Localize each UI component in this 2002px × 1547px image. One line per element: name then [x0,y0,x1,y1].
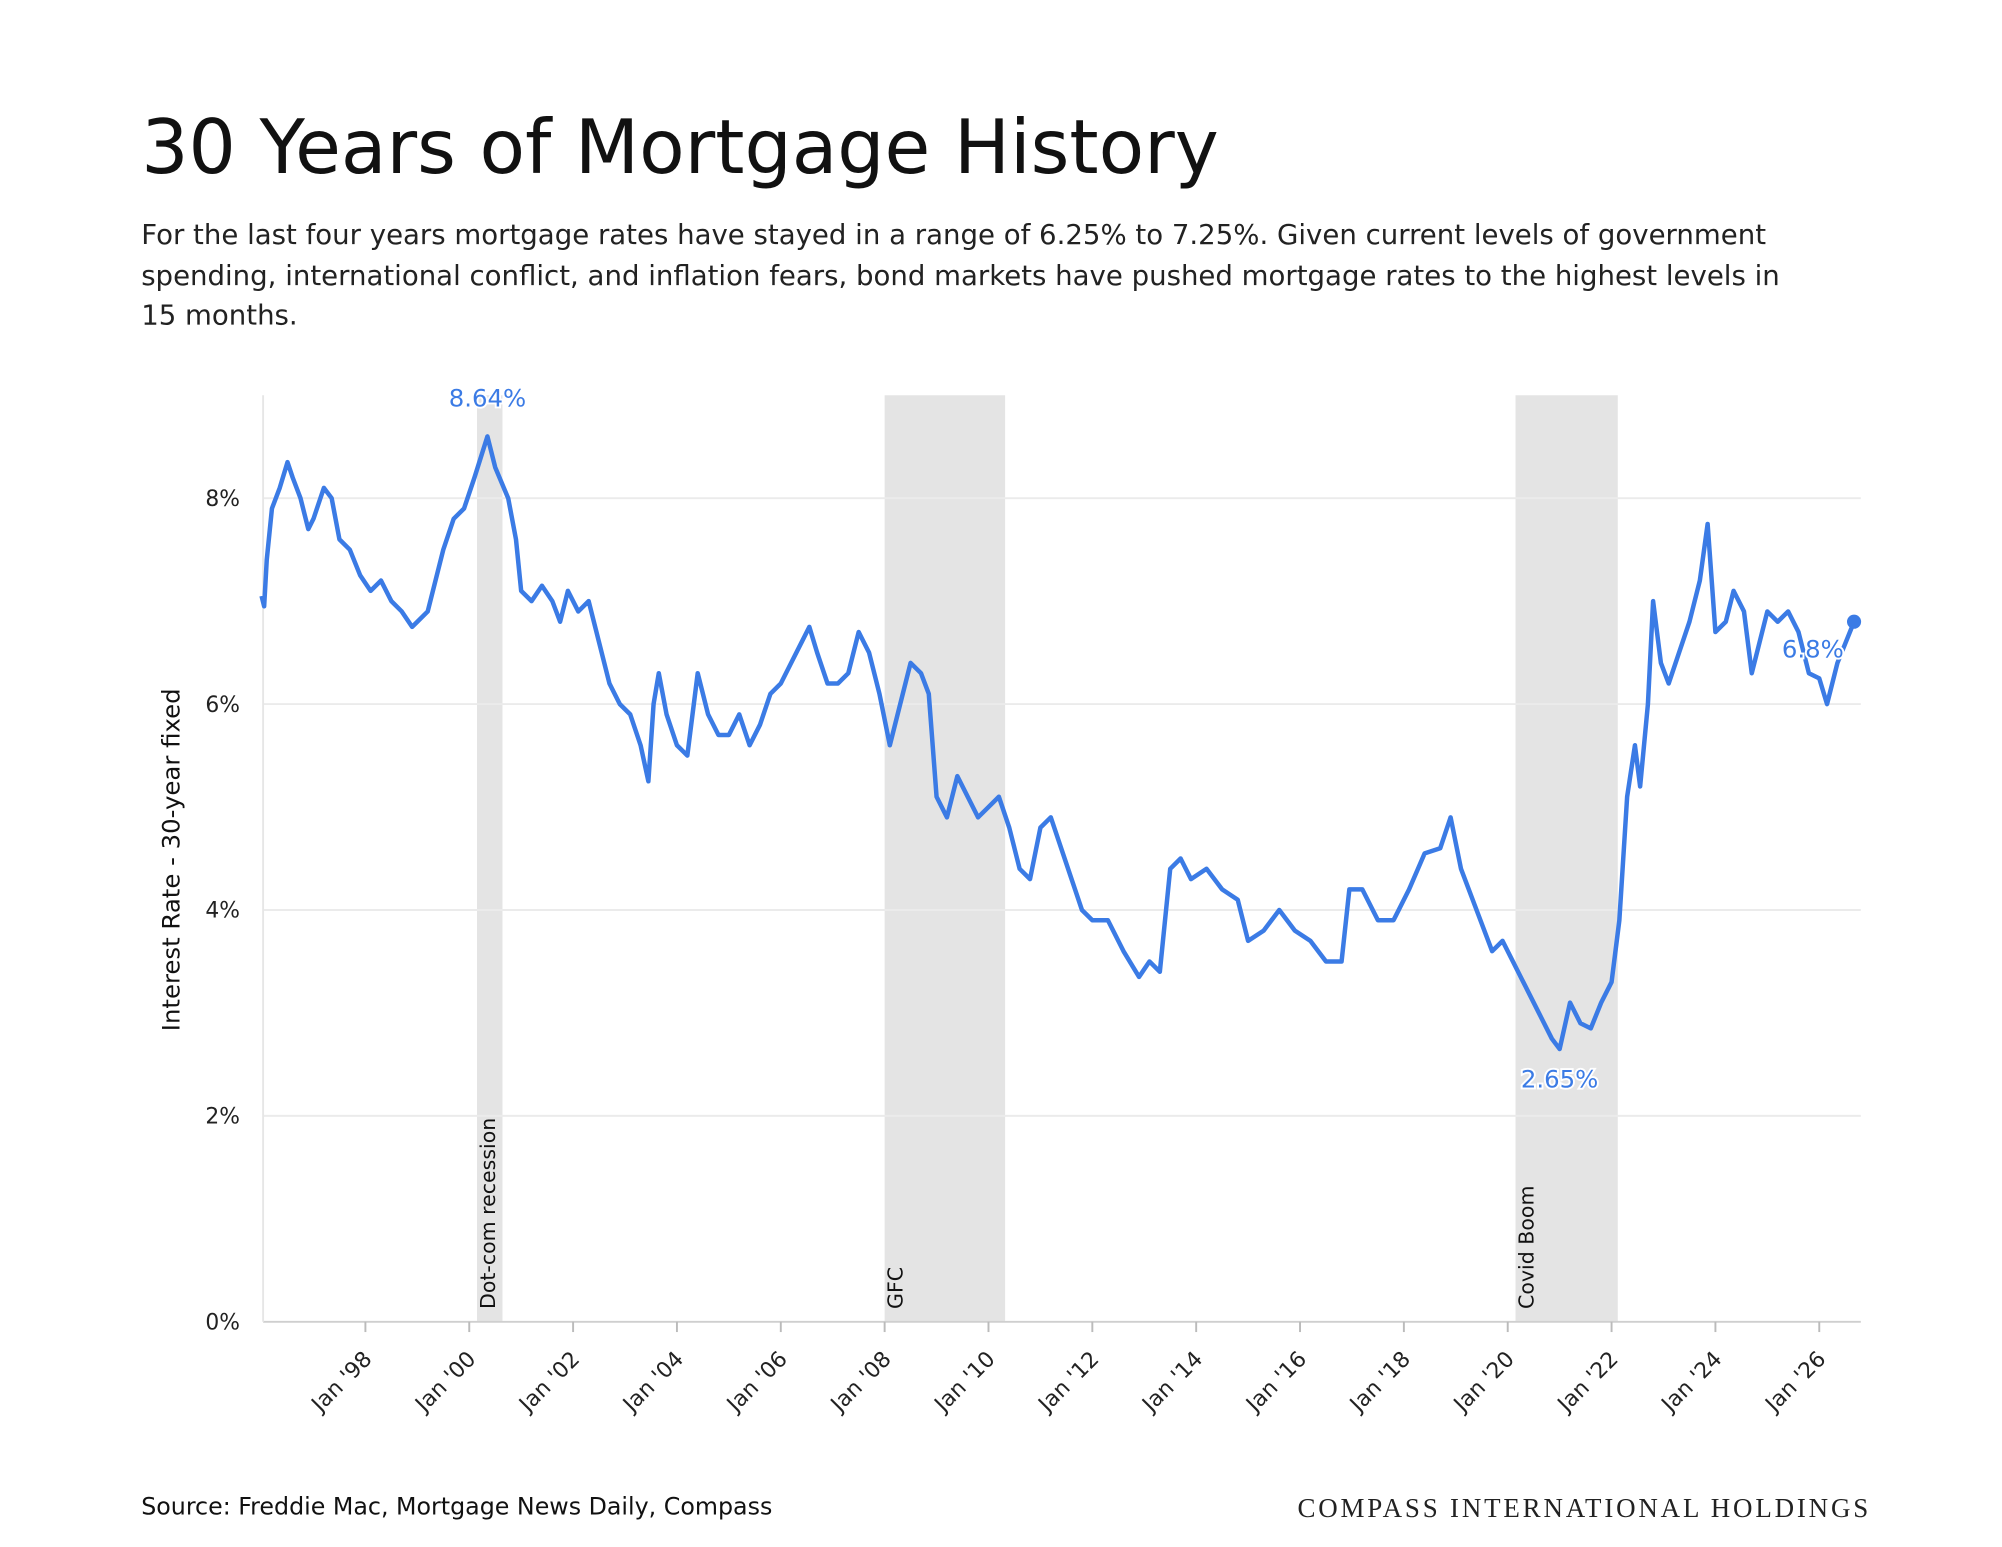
source: Source: Freddie Mac, Mortgage News Daily… [141,1492,772,1520]
y-tick-label: 2% [205,1105,240,1130]
subtitle: spending, international conflict, and in… [141,259,1780,292]
subtitle: 15 months. [141,299,298,332]
band [477,395,503,1322]
x-tick-label: Jan '16 [1240,1347,1312,1419]
series-line [259,434,1857,1052]
x-tick-label: Jan '00 [410,1347,482,1419]
chart-title: 30 Years of Mortgage History [141,104,1219,191]
y-tick-label: 4% [205,899,240,924]
y-tick-label: 6% [205,693,240,718]
x-tick-label: Jan '10 [929,1347,1001,1419]
annotation: 8.64% [449,384,526,413]
x-tick-label: Jan '18 [1344,1347,1416,1419]
x-tick-label: Jan '24 [1656,1347,1728,1419]
x-tick-label: Jan '20 [1448,1347,1520,1419]
x-tick-label: Jan '04 [617,1347,689,1419]
band [1515,395,1618,1322]
end-point [1846,614,1862,629]
band [884,395,1006,1322]
band-label: Covid Boom [1514,1186,1538,1309]
brand: COMPASS INTERNATIONAL HOLDINGS [1297,1493,1871,1523]
band-label: GFC [884,1267,908,1309]
x-tick-label: Jan '06 [721,1347,793,1419]
y-axis-label: Interest Rate - 30-year fixed [157,688,186,1031]
x-tick-label: Jan '02 [513,1347,585,1419]
y-tick-label: 0% [205,1310,240,1335]
annotation: 2.65% [1521,1064,1598,1093]
x-tick-label: Jan '14 [1137,1347,1209,1419]
annotation: 6.8% [1782,635,1844,664]
x-tick-label: Jan '22 [1552,1347,1624,1419]
x-tick-label: Jan '26 [1760,1347,1832,1419]
x-tick-label: Jan '12 [1033,1347,1105,1419]
y-tick-label: 8% [205,487,240,512]
subtitle: For the last four years mortgage rates h… [141,218,1766,251]
x-tick-label: Jan '98 [306,1347,378,1419]
x-tick-label: Jan '08 [825,1347,897,1419]
band-label: Dot-com recession [476,1118,500,1309]
